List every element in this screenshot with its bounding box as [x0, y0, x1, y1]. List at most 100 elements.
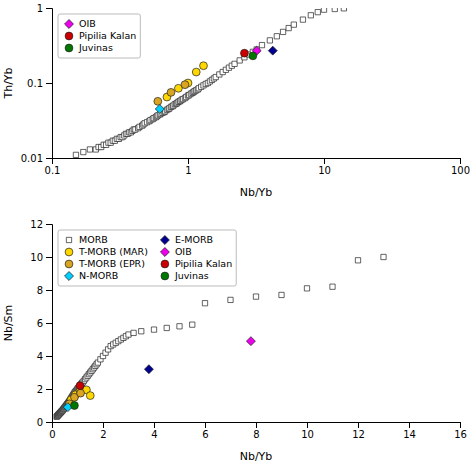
series: [249, 52, 257, 60]
series: [71, 402, 79, 410]
point: [315, 10, 320, 15]
legend-item: Juvinas: [65, 42, 113, 53]
point: [181, 81, 189, 89]
point: [300, 17, 305, 22]
y-tick: 10: [30, 252, 52, 263]
y-tick: 12: [30, 219, 52, 230]
legend-swatch: [65, 20, 74, 29]
y-axis-line: [46, 225, 53, 423]
point: [164, 325, 169, 330]
point: [177, 324, 182, 329]
x-tick: 14: [403, 422, 416, 440]
x-tick-label: 10: [301, 429, 314, 440]
x-axis-line: [53, 423, 461, 429]
x-tick-label: 1: [185, 165, 191, 176]
x-tick-mark: [358, 422, 359, 428]
point: [192, 68, 200, 76]
point: [81, 149, 86, 154]
point: [253, 294, 258, 299]
series: [76, 382, 84, 390]
x-tick: 6: [202, 422, 208, 440]
point: [155, 105, 164, 114]
series: [73, 8, 346, 158]
x-tick-label: 14: [403, 429, 416, 440]
legend-swatch: [65, 248, 73, 256]
series: [246, 337, 255, 346]
point: [259, 42, 264, 47]
point: [76, 382, 84, 390]
x-tick-label: 100: [451, 165, 470, 176]
x-tick-mark: [154, 422, 155, 428]
x-tick-label: 4: [151, 429, 157, 440]
point: [308, 13, 313, 18]
points: [73, 8, 346, 158]
point: [280, 29, 285, 34]
y-tick-mark: [46, 422, 52, 423]
x-tick: 8: [253, 422, 259, 440]
x-tick: 0: [49, 422, 55, 440]
point: [246, 337, 255, 346]
x-tick-mark: [409, 422, 410, 428]
legend-item: T-MORB (EPR): [65, 258, 145, 269]
point: [87, 147, 92, 152]
point: [304, 286, 309, 291]
y-tick-label: 0.01: [21, 153, 43, 164]
point: [267, 38, 272, 43]
legend-item: OIB: [160, 246, 191, 257]
x-tick: 2: [100, 422, 106, 440]
point: [151, 327, 156, 332]
x-tick-mark: [324, 158, 325, 164]
y-tick-label: 10: [30, 252, 43, 263]
point: [241, 49, 249, 57]
legend-item: Juvinas: [161, 270, 209, 281]
y-tick-mark: [46, 389, 52, 390]
x-tick-mark: [256, 422, 257, 428]
x-tick: 4: [151, 422, 157, 440]
x-tick-mark: [307, 422, 308, 428]
y-tick-mark: [46, 323, 52, 324]
legend-swatch: [65, 272, 74, 281]
legend-label: Juvinas: [78, 42, 113, 53]
legend-swatch: [65, 32, 73, 40]
legend-item: E-MORB: [160, 234, 213, 245]
legend-swatch: [160, 248, 169, 257]
point: [332, 8, 337, 12]
y-tick-label: 0: [37, 417, 43, 428]
legend-label: Pipilia Kalan: [79, 30, 136, 41]
legend-swatch: [161, 272, 169, 280]
x-axis-title: Nb/Yb: [240, 186, 273, 199]
series: [268, 46, 277, 55]
y-tick-label: 6: [37, 318, 43, 329]
y-tick-mark: [46, 8, 52, 9]
legend-label: E-MORB: [175, 234, 213, 245]
point: [139, 329, 144, 334]
y-tick-label: 12: [30, 219, 43, 230]
x-tick-label: 12: [352, 429, 365, 440]
legend-item: T-MORB (MAR): [65, 246, 148, 257]
y-tick-label: 2: [37, 384, 43, 395]
y-tick: 0.01: [21, 153, 52, 164]
x-tick-label: 2: [100, 429, 106, 440]
legend-label: T-MORB (EPR): [78, 258, 145, 269]
x-tick-mark: [460, 422, 461, 428]
x-tick-label: 0.1: [45, 165, 61, 176]
y-tick-mark: [46, 224, 52, 225]
x-axis-title: Nb/Yb: [240, 450, 273, 463]
legend-swatch: [65, 44, 73, 52]
x-tick: 12: [352, 422, 365, 440]
x-axis-line: [53, 159, 461, 165]
y-tick-label: 0.1: [27, 78, 43, 89]
y-tick-mark: [46, 83, 52, 84]
series: [241, 49, 249, 57]
legend-item: MORB: [66, 234, 107, 245]
x-tick: 1: [185, 158, 191, 176]
point: [77, 389, 85, 397]
x-tick-mark: [205, 422, 206, 428]
y-tick-label: 8: [37, 285, 43, 296]
legend-item: Pipilia Kalan: [161, 258, 232, 269]
point: [274, 34, 279, 39]
legend-swatch: [66, 237, 71, 242]
point: [73, 152, 78, 157]
legend-swatch: [161, 260, 169, 268]
y-tick: 2: [37, 384, 52, 395]
